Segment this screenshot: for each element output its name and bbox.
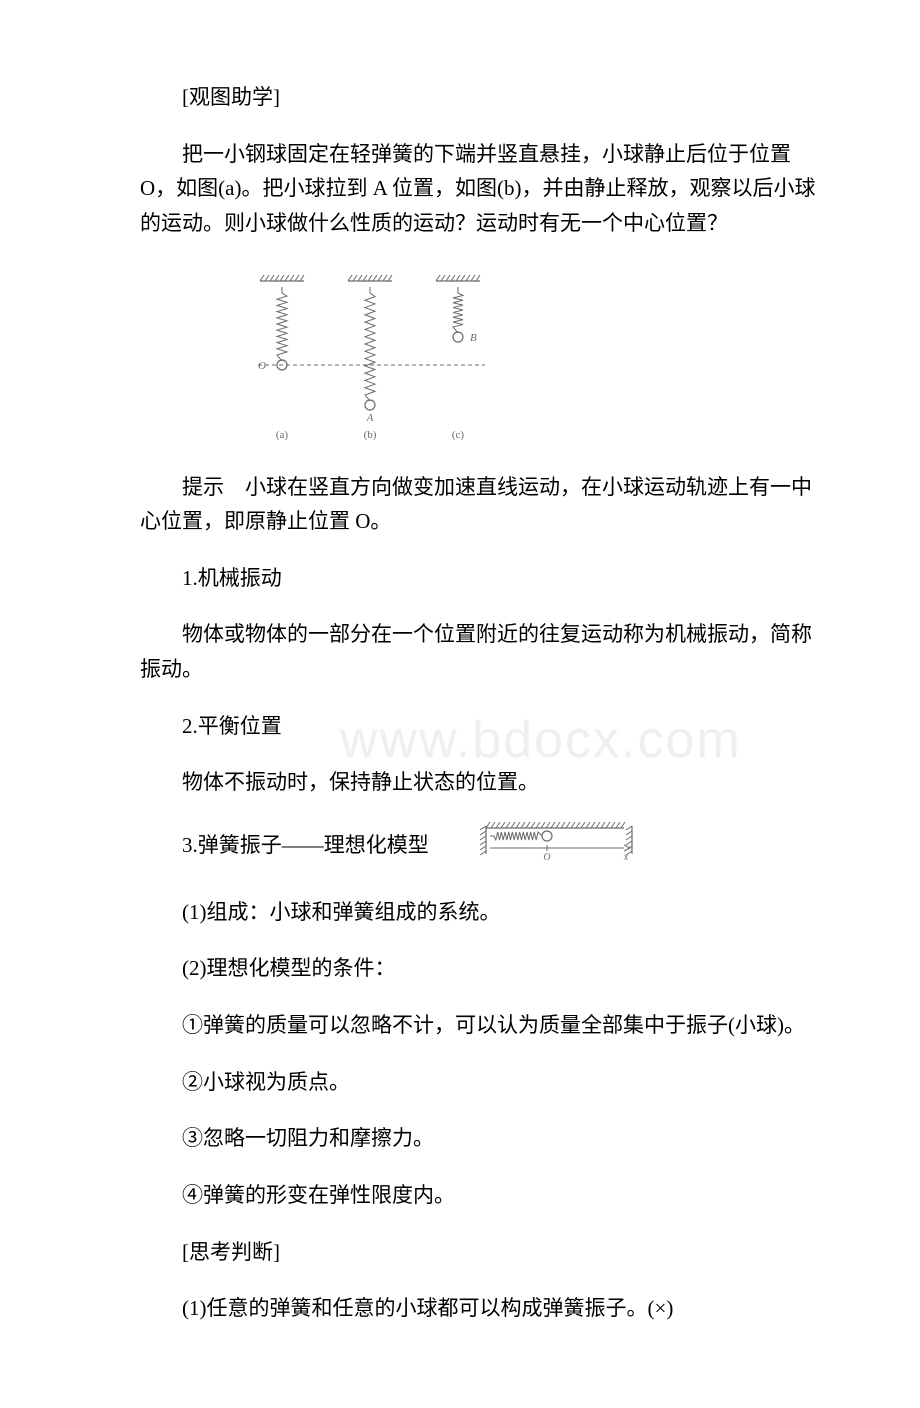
svg-text:x: x — [623, 852, 629, 862]
heading-observe: [观图助学] — [140, 80, 820, 115]
svg-text:A: A — [366, 412, 374, 424]
svg-text:(a): (a) — [276, 429, 289, 441]
section-2-body: 物体不振动时，保持静止状态的位置。 — [140, 765, 820, 800]
section-3-title: 3.弹簧振子——理想化模型 Ox — [140, 822, 820, 873]
heading-think: [思考判断] — [140, 1235, 820, 1270]
condition-2: ②小球视为质点。 — [140, 1065, 820, 1100]
svg-text:(b): (b) — [364, 429, 377, 441]
figure-springs-vertical: O A B (a) (b) (c) — [240, 263, 820, 448]
judgment-1: (1)任意的弹簧和任意的小球都可以构成弹簧振子。(×) — [140, 1291, 820, 1326]
item-conditions-title: (2)理想化模型的条件： — [140, 951, 820, 986]
svg-text:O: O — [543, 852, 550, 862]
intro-paragraph: 把一小钢球固定在轻弹簧的下端并竖直悬挂，小球静止后位于位置 O，如图(a)。把小… — [140, 137, 820, 241]
figure-spring-horizontal: Ox — [438, 822, 635, 873]
item-composition: (1)组成：小球和弹簧组成的系统。 — [140, 895, 820, 930]
condition-1: ①弹簧的质量可以忽略不计，可以认为质量全部集中于振子(小球)。 — [140, 1008, 820, 1043]
section-2-title: 2.平衡位置 — [140, 709, 820, 744]
section-1-title: 1.机械振动 — [140, 561, 820, 596]
hint-paragraph: 提示 小球在竖直方向做变加速直线运动，在小球运动轨迹上有一中心位置，即原静止位置… — [140, 470, 820, 539]
svg-text:B: B — [470, 332, 477, 344]
svg-text:O: O — [258, 360, 266, 372]
condition-3: ③忽略一切阻力和摩擦力。 — [140, 1121, 820, 1156]
condition-4: ④弹簧的形变在弹性限度内。 — [140, 1178, 820, 1213]
section-1-body: 物体或物体的一部分在一个位置附近的往复运动称为机械振动，简称振动。 — [140, 617, 820, 686]
svg-text:(c): (c) — [452, 429, 465, 441]
section-3-text: 3.弹簧振子——理想化模型 — [182, 833, 429, 857]
